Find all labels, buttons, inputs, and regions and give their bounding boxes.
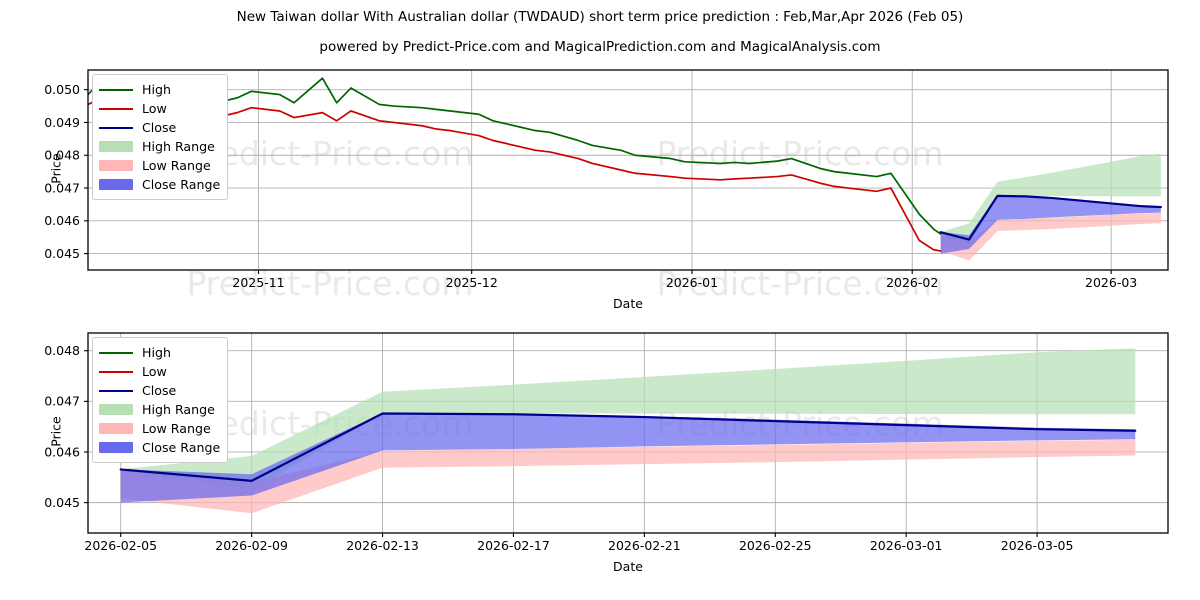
legend-patch-swatch-icon: [99, 179, 133, 190]
svg-text:0.048: 0.048: [44, 343, 80, 358]
svg-text:0.045: 0.045: [44, 246, 80, 261]
legend-entry: Low: [99, 362, 220, 381]
legend-entry-label: Low: [142, 363, 167, 379]
legend-entry: High Range: [99, 137, 220, 156]
legend-patch-swatch-icon: [99, 442, 133, 453]
bottom-chart-panel: Predict-Price.comPredict-Price.com0.0450…: [0, 325, 1200, 600]
svg-text:2026-03-05: 2026-03-05: [1001, 538, 1074, 553]
svg-text:2025-12: 2025-12: [446, 275, 498, 290]
legend-entry: Low Range: [99, 156, 220, 175]
top-chart-plot: Predict-Price.com Predict-Price.comPredic…: [44, 69, 1169, 303]
legend-entry-label: High Range: [142, 401, 215, 417]
legend-entry: High: [99, 343, 220, 362]
legend-entry-label: High: [142, 344, 171, 360]
legend-entry-label: Low Range: [142, 420, 211, 436]
legend-entry-label: Close Range: [142, 176, 221, 192]
legend-entry: Close Range: [99, 175, 220, 194]
svg-text:0.046: 0.046: [44, 444, 80, 459]
top-chart-y-axis-label: Price: [48, 153, 64, 184]
legend-line-swatch-icon: [99, 103, 133, 115]
legend-entry: Close: [99, 381, 220, 400]
legend-entry: High: [99, 80, 220, 99]
legend-entry-label: Low: [142, 100, 167, 116]
legend-entry-label: High: [142, 81, 171, 97]
bottom-chart-plot: Predict-Price.comPredict-Price.com0.0450…: [44, 332, 1169, 553]
page-title: New Taiwan dollar With Australian dollar…: [236, 9, 964, 25]
legend-entry-label: Close: [142, 382, 177, 398]
legend-entry-label: Close: [142, 119, 177, 135]
top-chart-panel: Predict-Price.com Predict-Price.com Predic…: [0, 60, 1200, 320]
top-chart-x-axis-label: Date: [613, 296, 643, 311]
legend-line-swatch-icon: [99, 347, 133, 359]
legend-entry: High Range: [99, 400, 220, 419]
svg-text:2025-11: 2025-11: [232, 275, 284, 290]
top-chart-legend: High Low Close High Range Low Range Close Ran…: [92, 74, 229, 200]
svg-text:2026-01: 2026-01: [666, 275, 718, 290]
svg-text:2026-02-05: 2026-02-05: [84, 538, 157, 553]
legend-patch-swatch-icon: [99, 141, 133, 152]
svg-text:0.047: 0.047: [44, 180, 80, 195]
bottom-chart-x-axis-label: Date: [613, 559, 643, 574]
bottom-chart-legend: High Low Close High Range Low Range Close Ran…: [92, 337, 229, 463]
svg-text:Predict-Price.com: Predict-Price.com: [656, 134, 943, 173]
svg-text:2026-03-01: 2026-03-01: [870, 538, 943, 553]
svg-text:2026-02: 2026-02: [886, 275, 938, 290]
svg-text:0.049: 0.049: [44, 115, 80, 130]
legend-line-swatch-icon: [99, 366, 133, 378]
legend-patch-swatch-icon: [99, 423, 133, 434]
title-block: New Taiwan dollar With Australian dollar…: [0, 0, 1200, 55]
legend-entry: Low: [99, 99, 220, 118]
svg-text:Predict-Price.com: Predict-Price.com: [186, 134, 473, 173]
svg-text:0.050: 0.050: [44, 82, 80, 97]
legend-entry-label: Low Range: [142, 157, 211, 173]
svg-text:2026-02-25: 2026-02-25: [739, 538, 812, 553]
svg-text:2026-02-17: 2026-02-17: [477, 538, 550, 553]
legend-entry: Low Range: [99, 419, 220, 438]
svg-text:0.045: 0.045: [44, 495, 80, 510]
legend-entry-label: High Range: [142, 138, 215, 154]
svg-text:0.047: 0.047: [44, 394, 80, 409]
bottom-chart-y-axis-label: Price: [48, 416, 64, 447]
svg-text:0.048: 0.048: [44, 148, 80, 163]
legend-entry: Close Range: [99, 438, 220, 457]
svg-text:2026-02-21: 2026-02-21: [608, 538, 681, 553]
legend-line-swatch-icon: [99, 385, 133, 397]
svg-text:2026-02-13: 2026-02-13: [346, 538, 419, 553]
svg-text:2026-02-09: 2026-02-09: [215, 538, 288, 553]
legend-entry-label: Close Range: [142, 439, 221, 455]
page-subtitle: powered by Predict-Price.com and Magical…: [319, 39, 881, 55]
svg-text:2026-03: 2026-03: [1085, 275, 1137, 290]
legend-patch-swatch-icon: [99, 404, 133, 415]
legend-line-swatch-icon: [99, 84, 133, 96]
legend-line-swatch-icon: [99, 122, 133, 134]
svg-text:0.046: 0.046: [44, 213, 80, 228]
legend-entry: Close: [99, 118, 220, 137]
legend-patch-swatch-icon: [99, 160, 133, 171]
